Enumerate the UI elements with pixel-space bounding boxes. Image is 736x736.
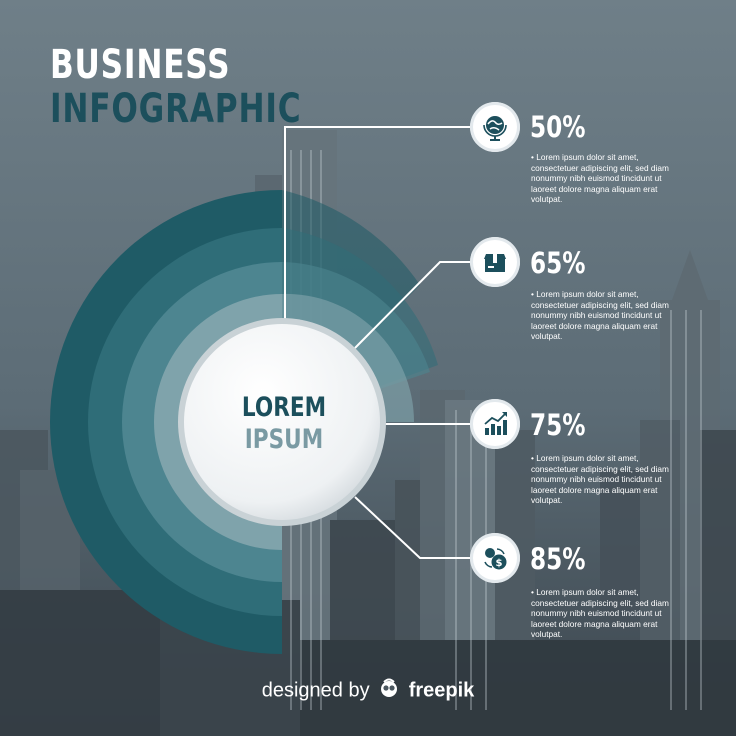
item-2-icon-badge <box>470 237 520 287</box>
item-3-description: • Lorem ipsum dolor sit amet, consectetu… <box>531 453 669 506</box>
footer-prefix: designed by <box>261 679 370 702</box>
center-disc <box>184 324 380 520</box>
item-3-icon-badge <box>470 399 520 449</box>
box-icon <box>484 254 506 272</box>
globe-icon <box>483 116 507 141</box>
center-label-1: LOREM <box>241 392 327 423</box>
center-label-2: IPSUM <box>244 424 324 455</box>
item-1-icon-badge <box>470 102 520 152</box>
footer-credit: designed by freepik <box>0 678 736 704</box>
title-line-1: BUSINESS <box>50 42 231 88</box>
concentric-rings <box>50 190 438 654</box>
item-3-percent: 75% <box>530 408 586 442</box>
item-4-icon-badge: $ <box>470 533 520 583</box>
title-line-2: INFOGRAPHIC <box>50 86 302 132</box>
bar-chart-icon <box>484 412 507 435</box>
freepik-logo-icon <box>378 678 400 704</box>
item-4-description: • Lorem ipsum dolor sit amet, consectetu… <box>531 587 669 640</box>
item-2-percent: 65% <box>530 246 586 280</box>
connector-lines <box>284 126 472 559</box>
money-exchange-icon: $ <box>484 548 507 570</box>
item-4-percent: 85% <box>530 542 586 576</box>
item-1-percent: 50% <box>530 110 586 144</box>
footer-brand: freepik <box>408 679 475 702</box>
item-2-description: • Lorem ipsum dolor sit amet, consectetu… <box>531 289 669 342</box>
item-1-description: • Lorem ipsum dolor sit amet, consectetu… <box>531 152 669 205</box>
svg-text:$: $ <box>496 558 503 569</box>
